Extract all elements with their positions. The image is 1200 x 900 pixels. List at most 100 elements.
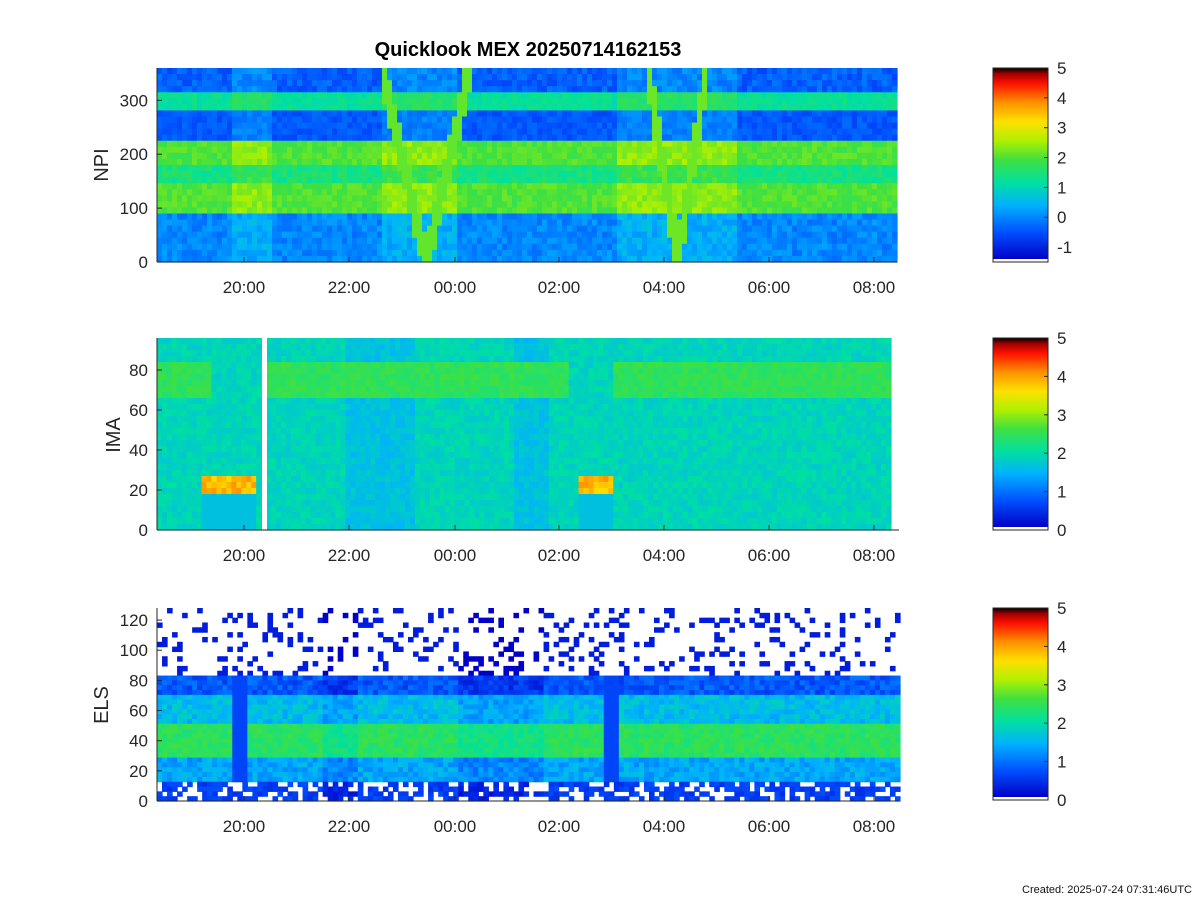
heatmap-cell	[417, 134, 423, 142]
heatmap-cell	[792, 152, 798, 160]
heatmap-cell	[227, 152, 233, 160]
heatmap-cell	[532, 98, 538, 105]
heatmap-cell	[762, 255, 768, 263]
heatmap-cell	[437, 237, 443, 245]
heatmap-cell	[582, 146, 588, 154]
heatmap-cell	[462, 219, 468, 227]
heatmap-cell	[732, 86, 738, 93]
heatmap-cell	[727, 74, 733, 81]
heatmap-cell	[382, 255, 388, 263]
heatmap-cell	[817, 152, 823, 160]
heatmap-cell	[827, 189, 833, 196]
heatmap-cell	[347, 177, 353, 184]
colorbar-gradient	[993, 68, 1048, 259]
heatmap-cell	[417, 146, 423, 154]
heatmap-cell	[762, 243, 768, 251]
heatmap-cell	[292, 134, 298, 142]
heatmap-cell	[247, 104, 253, 112]
heatmap-cell	[612, 255, 618, 263]
heatmap-cell	[372, 86, 378, 93]
heatmap-cell	[882, 116, 888, 124]
heatmap-cell	[532, 201, 538, 209]
heatmap-cell	[872, 122, 878, 130]
heatmap-cell	[382, 116, 388, 124]
heatmap-cell	[187, 231, 193, 239]
heatmap-cell	[737, 158, 743, 166]
heatmap-cell	[797, 213, 803, 221]
heatmap-cell	[337, 68, 343, 75]
heatmap-cell	[176, 434, 183, 441]
heatmap-cell	[507, 116, 513, 124]
heatmap-cell	[327, 255, 333, 263]
heatmap-cell	[352, 86, 358, 93]
heatmap-cell	[417, 165, 423, 172]
heatmap-cell	[282, 165, 288, 172]
heatmap-cell	[317, 219, 323, 227]
heatmap-cell	[757, 110, 763, 118]
heatmap-cell	[312, 134, 318, 142]
heatmap-cell	[607, 231, 613, 239]
heatmap-cell	[482, 219, 488, 227]
heatmap-cell	[237, 237, 243, 245]
heatmap-cell	[482, 231, 488, 239]
heatmap-cell	[337, 243, 343, 251]
x-tick-label: 04:00	[643, 278, 686, 297]
heatmap-cell	[322, 158, 328, 166]
heatmap-cell	[582, 98, 588, 105]
heatmap-cell	[402, 249, 408, 257]
heatmap-cell	[477, 86, 483, 93]
heatmap-cell	[532, 140, 538, 148]
heatmap-cell	[447, 255, 453, 263]
heatmap-cell	[182, 110, 188, 118]
heatmap-cell	[157, 410, 163, 417]
heatmap-cell	[247, 183, 253, 190]
heatmap-cell	[387, 68, 393, 75]
heatmap-cell	[622, 249, 628, 257]
heatmap-cell	[802, 213, 808, 221]
heatmap-cell	[867, 152, 873, 160]
heatmap-cell	[337, 249, 343, 257]
heatmap-cell	[772, 86, 778, 93]
heatmap-cell	[857, 140, 863, 148]
heatmap-cell	[867, 171, 873, 178]
heatmap-cell	[492, 140, 498, 148]
heatmap-cell	[172, 207, 178, 215]
heatmap-cell	[882, 249, 888, 257]
heatmap-cell	[167, 249, 173, 257]
heatmap-cell	[177, 171, 183, 178]
heatmap-cell	[892, 98, 898, 105]
heatmap-cell	[622, 231, 628, 239]
heatmap-cell	[372, 146, 378, 154]
heatmap-cell	[457, 201, 463, 209]
heatmap-cell	[207, 104, 213, 112]
heatmap-cell	[727, 140, 733, 148]
heatmap-cell	[612, 243, 618, 251]
heatmap-cell	[397, 68, 403, 75]
heatmap-cell	[177, 183, 183, 190]
heatmap-cell	[592, 171, 598, 178]
heatmap-cell	[557, 249, 563, 257]
heatmap-cell	[317, 231, 323, 239]
heatmap-cell	[417, 237, 423, 245]
heatmap-cell	[242, 171, 248, 178]
heatmap-cell	[432, 152, 438, 160]
heatmap-cell	[181, 446, 188, 453]
heatmap-cell	[307, 68, 313, 75]
heatmap-cell	[407, 237, 413, 245]
heatmap-cell	[722, 158, 728, 166]
heatmap-cell	[432, 219, 438, 227]
heatmap-cell	[242, 237, 248, 245]
heatmap-cell	[242, 92, 248, 99]
heatmap-cell	[227, 213, 233, 221]
heatmap-cell	[577, 128, 583, 136]
heatmap-cell	[672, 243, 678, 251]
heatmap-cell	[707, 171, 713, 178]
heatmap-cell	[832, 98, 838, 105]
heatmap-cell	[732, 80, 738, 87]
heatmap-cell	[182, 195, 188, 202]
heatmap-cell	[447, 213, 453, 221]
heatmap-cell	[192, 183, 198, 190]
heatmap-cell	[277, 128, 283, 136]
heatmap-cell	[612, 146, 618, 154]
heatmap-cell	[157, 219, 163, 227]
